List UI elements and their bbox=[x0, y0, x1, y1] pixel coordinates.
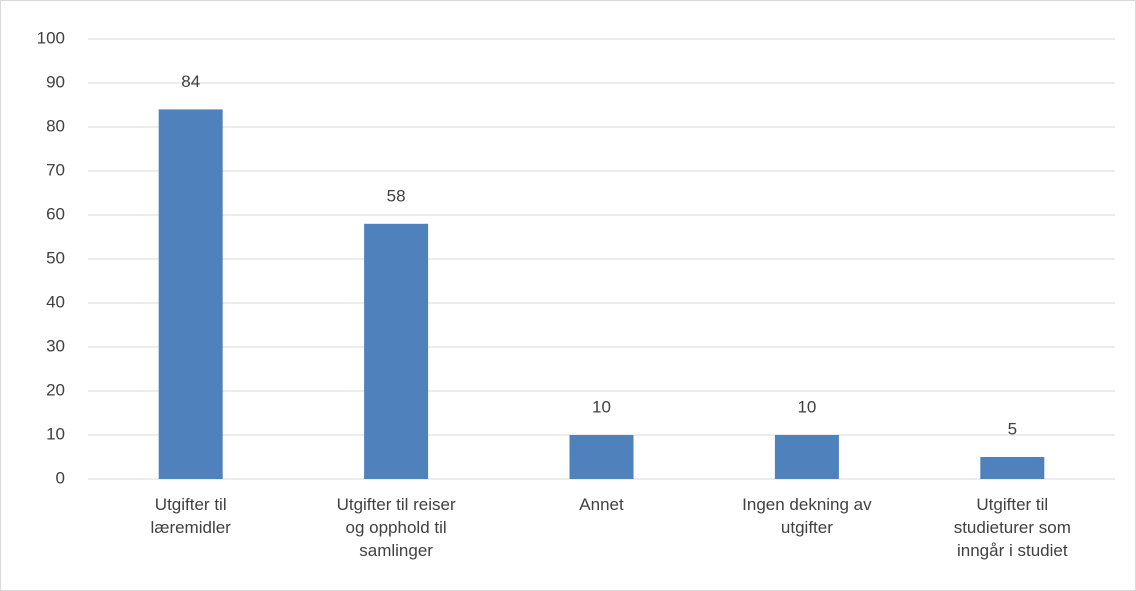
data-label: 84 bbox=[181, 72, 200, 91]
y-tick-label: 30 bbox=[46, 336, 65, 355]
bar bbox=[980, 457, 1045, 479]
y-tick-label: 90 bbox=[46, 72, 65, 91]
y-tick-label: 20 bbox=[46, 380, 65, 399]
y-tick-label: 70 bbox=[46, 160, 65, 179]
y-tick-label: 40 bbox=[46, 292, 65, 311]
bar bbox=[569, 435, 634, 479]
data-label: 5 bbox=[1008, 419, 1017, 438]
x-tick-label: Annet bbox=[579, 495, 624, 514]
data-label: 10 bbox=[797, 397, 816, 416]
bar bbox=[364, 223, 429, 479]
y-tick-label: 10 bbox=[46, 424, 65, 443]
y-tick-label: 100 bbox=[37, 28, 65, 47]
data-label: 58 bbox=[387, 186, 406, 205]
x-tick-label: Utgifter til studieturer som inngår i stud… bbox=[954, 495, 1071, 560]
bar bbox=[158, 109, 223, 480]
y-tick-label: 0 bbox=[56, 468, 65, 487]
data-label: 10 bbox=[592, 397, 611, 416]
y-tick-label: 80 bbox=[46, 116, 65, 135]
y-tick-label: 50 bbox=[46, 248, 65, 267]
y-tick-label: 60 bbox=[46, 204, 65, 223]
x-tick-label: Utgifter til læremidler bbox=[151, 495, 232, 537]
x-tick-label: Utgifter til reiser og opphold til samling… bbox=[337, 495, 456, 560]
bar bbox=[774, 435, 839, 479]
x-tick-label: Ingen dekning av utgifter bbox=[742, 495, 872, 537]
